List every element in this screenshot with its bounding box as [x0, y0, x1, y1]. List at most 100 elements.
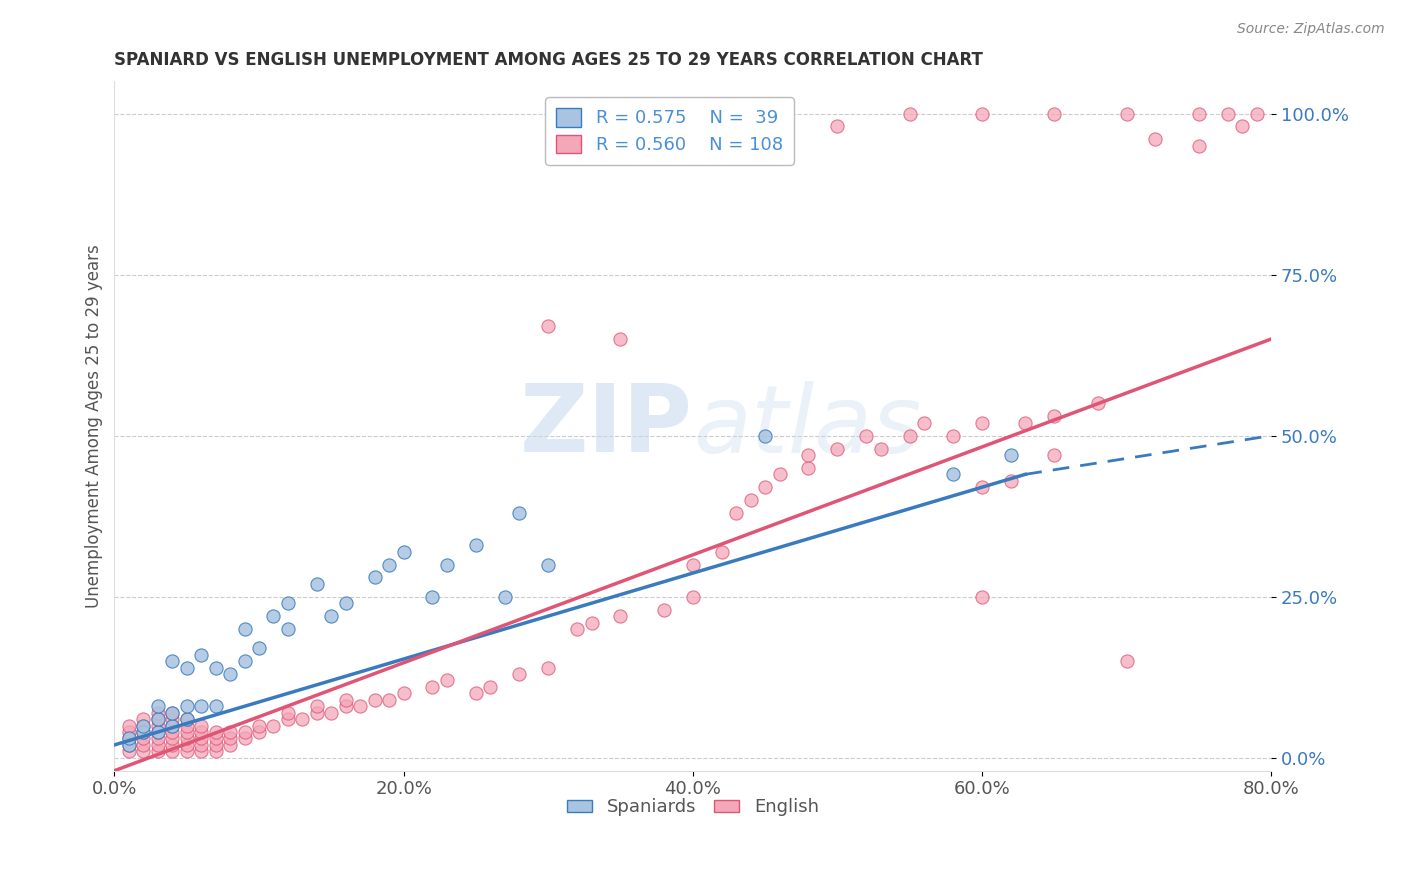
Point [1000, 474, 1022, 488]
Point [725, 506, 748, 520]
Point [132, 731, 155, 746]
Point [970, 106, 993, 120]
Point [176, 731, 198, 746]
Point [797, 461, 820, 475]
Point [1115, 106, 1137, 120]
Point [1188, 106, 1211, 120]
Point [146, 744, 169, 758]
Point [247, 725, 270, 739]
Point [508, 506, 530, 520]
Point [277, 596, 299, 610]
Point [1216, 106, 1239, 120]
Point [305, 706, 328, 720]
Point [146, 725, 169, 739]
Point [464, 686, 486, 700]
Point [176, 744, 198, 758]
Point [176, 712, 198, 726]
Point [146, 718, 169, 732]
Point [422, 590, 444, 604]
Point [176, 738, 198, 752]
Point [898, 106, 921, 120]
Point [305, 699, 328, 714]
Point [349, 699, 371, 714]
Point [118, 731, 141, 746]
Point [233, 654, 256, 668]
Point [146, 699, 169, 714]
Point [537, 660, 560, 674]
Point [262, 718, 284, 732]
Point [436, 558, 458, 572]
Point [479, 680, 502, 694]
Point [277, 712, 299, 726]
Point [204, 738, 226, 752]
Point [204, 744, 226, 758]
Point [363, 693, 385, 707]
Point [204, 699, 226, 714]
Point [464, 538, 486, 552]
Text: ZIP: ZIP [520, 380, 693, 472]
Point [204, 660, 226, 674]
Point [204, 731, 226, 746]
Point [827, 442, 849, 456]
Point [132, 725, 155, 739]
Point [609, 609, 631, 624]
Point [942, 467, 965, 482]
Point [436, 673, 458, 688]
Point [942, 428, 965, 442]
Point [162, 725, 184, 739]
Y-axis label: Unemployment Among Ages 25 to 29 years: Unemployment Among Ages 25 to 29 years [86, 244, 103, 607]
Point [162, 654, 184, 668]
Point [321, 609, 343, 624]
Point [508, 667, 530, 681]
Text: SPANIARD VS ENGLISH UNEMPLOYMENT AMONG AGES 25 TO 29 YEARS CORRELATION CHART: SPANIARD VS ENGLISH UNEMPLOYMENT AMONG A… [114, 51, 983, 69]
Point [162, 744, 184, 758]
Point [1014, 416, 1036, 430]
Point [146, 738, 169, 752]
Point [162, 738, 184, 752]
Point [262, 609, 284, 624]
Point [132, 744, 155, 758]
Point [581, 615, 603, 630]
Point [291, 712, 314, 726]
Point [162, 706, 184, 720]
Point [162, 706, 184, 720]
Point [233, 725, 256, 739]
Point [970, 416, 993, 430]
Text: Source: ZipAtlas.com: Source: ZipAtlas.com [1237, 22, 1385, 37]
Point [146, 725, 169, 739]
Point [1230, 120, 1253, 134]
Point [176, 725, 198, 739]
Point [162, 712, 184, 726]
Point [740, 493, 762, 508]
Point [912, 416, 935, 430]
Point [970, 480, 993, 494]
Point [190, 744, 212, 758]
Point [1144, 132, 1167, 146]
Point [1043, 409, 1066, 424]
Point [190, 731, 212, 746]
Point [1043, 106, 1066, 120]
Point [118, 738, 141, 752]
Point [970, 590, 993, 604]
Point [132, 738, 155, 752]
Point [378, 693, 401, 707]
Point [176, 718, 198, 732]
Point [118, 744, 141, 758]
Point [176, 660, 198, 674]
Point [277, 622, 299, 636]
Point [1043, 448, 1066, 462]
Point [132, 718, 155, 732]
Point [754, 480, 776, 494]
Point [162, 718, 184, 732]
Point [162, 731, 184, 746]
Point [682, 590, 704, 604]
Point [146, 706, 169, 720]
Point [247, 641, 270, 656]
Point [277, 706, 299, 720]
Point [1000, 448, 1022, 462]
Point [118, 718, 141, 732]
Point [754, 126, 776, 140]
Point [1188, 138, 1211, 153]
Point [190, 699, 212, 714]
Point [378, 558, 401, 572]
